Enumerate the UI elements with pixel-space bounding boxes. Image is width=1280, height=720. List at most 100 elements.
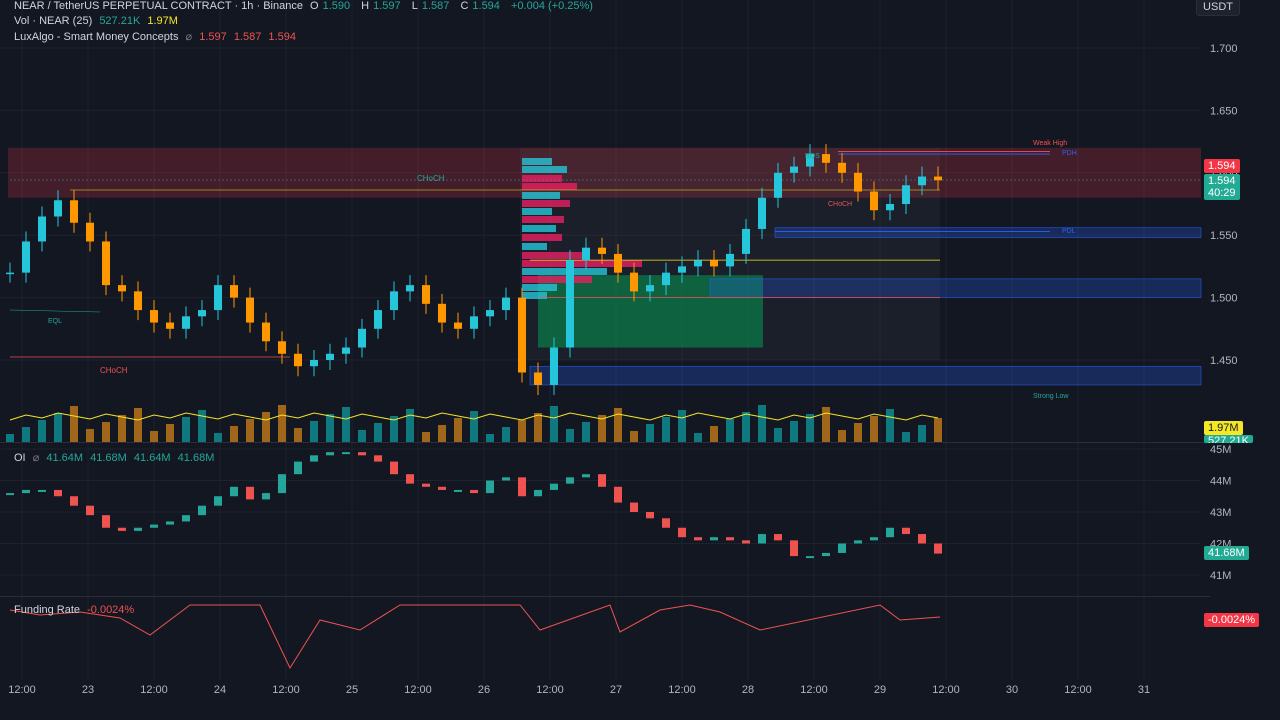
price-change: +0.004 (+0.25%) (510, 0, 593, 12)
volume-bar (326, 414, 334, 442)
candle-body (118, 285, 126, 292)
currency-button[interactable]: USDT (1196, 0, 1240, 16)
oi-candle (246, 486, 254, 500)
eql-line (9, 309, 101, 313)
volume-bar (566, 429, 574, 442)
oi-candle (310, 455, 318, 462)
oi-tick-label: 44M (1210, 476, 1231, 488)
volume-bar (902, 432, 910, 442)
oi-candle (918, 534, 926, 544)
volume-bar (486, 434, 494, 442)
oi-value-4: 41.68M (177, 452, 215, 464)
funding-title: Funding Rate (14, 604, 81, 616)
volume-bar (278, 405, 286, 442)
candle-body (278, 341, 286, 354)
candle-body (422, 285, 430, 304)
volume-legend[interactable]: Vol · NEAR (25) 527.21K 1.97M (14, 15, 182, 27)
ohlc-low: L 1.587 (411, 0, 450, 12)
choch-label-3: CHoCH (828, 201, 853, 208)
time-tick-label: 12:00 (668, 684, 696, 696)
time-tick-label: 12:00 (932, 684, 960, 696)
time-tick-label: 29 (874, 684, 886, 696)
oi-candle (390, 461, 398, 475)
time-tick-label: 12:00 (8, 684, 36, 696)
candle-body (438, 303, 446, 323)
volume-bar (470, 411, 478, 442)
candle-body (150, 310, 158, 323)
oi-candle (902, 527, 910, 535)
eql-label: EQL (48, 318, 63, 325)
order-block-mid (774, 227, 1202, 238)
eye-off-icon[interactable]: ⌀ (185, 31, 193, 43)
oi-candle (694, 537, 702, 541)
oi-candle (262, 493, 270, 500)
volume-bar (614, 408, 622, 442)
volume-bar (934, 418, 942, 442)
pdl-label: PDL (1062, 228, 1076, 235)
volume-bar (182, 417, 190, 442)
candle-body (694, 260, 702, 267)
volume-bar (214, 433, 222, 442)
volume-bar (758, 405, 766, 442)
volume-bar (742, 412, 750, 442)
price-tick-label: 1.550 (1210, 230, 1238, 242)
candle-body (70, 200, 78, 223)
volume-bar (582, 422, 590, 442)
oi-candle (534, 489, 542, 497)
volume-bar (518, 420, 526, 442)
candle-body (886, 204, 894, 211)
time-tick-label: 28 (742, 684, 754, 696)
discount-zone (529, 365, 1202, 386)
premium-zone (8, 147, 1201, 198)
funding-value: -0.0024% (87, 604, 135, 616)
candle-body (38, 216, 46, 242)
volume-bar (838, 430, 846, 442)
oi-legend[interactable]: OI ⌀ 41.64M 41.68M 41.64M 41.68M (14, 451, 218, 464)
volume-bar (262, 412, 270, 442)
candle-body (838, 162, 846, 173)
candle-body (214, 285, 222, 311)
funding-legend[interactable]: Funding Rate -0.0024% (14, 604, 138, 616)
candle-body (310, 360, 318, 367)
oi-candle (166, 521, 174, 525)
oi-candle (710, 537, 718, 541)
candle-body (182, 316, 190, 329)
candle-body (710, 260, 718, 267)
volume-bar (198, 410, 206, 442)
volume-profile-bar (522, 183, 577, 190)
oi-candle (566, 477, 574, 484)
oi-candle (550, 483, 558, 490)
ohlc-high: H 1.597 (361, 0, 401, 12)
oi-candle (470, 489, 478, 494)
volume-profile-bar (522, 243, 547, 250)
candle-body (470, 316, 478, 329)
candle-body (6, 272, 14, 275)
symbol-legend[interactable]: NEAR / TetherUS PERPETUAL CONTRACT · 1h … (14, 0, 597, 12)
candle-body (166, 322, 174, 329)
smc-legend[interactable]: LuxAlgo - Smart Money Concepts ⌀ 1.597 1… (14, 30, 300, 43)
oi-candle (854, 540, 862, 544)
time-tick-label: 30 (1006, 684, 1018, 696)
time-tick-label: 12:00 (272, 684, 300, 696)
volume-bar (854, 423, 862, 442)
pdh-label: PDH (1062, 150, 1077, 157)
volume-bar (438, 425, 446, 442)
volume-bar (6, 434, 14, 442)
candle-body (518, 297, 526, 373)
pane-separator-2[interactable] (0, 596, 1210, 597)
candle-body (582, 247, 590, 261)
volume-bar (246, 419, 254, 442)
volume-bar (230, 426, 238, 442)
eye-off-icon[interactable]: ⌀ (32, 452, 40, 464)
pane-separator-1[interactable] (0, 442, 1210, 443)
oi-tick-label: 43M (1210, 507, 1231, 519)
volume-bar (38, 420, 46, 442)
volume-ma-label: 1.97M (1204, 421, 1243, 435)
oi-candle (22, 489, 30, 494)
oi-candle (102, 515, 110, 528)
bos-label: BOS (805, 153, 820, 160)
funding-line (9, 604, 941, 670)
smc-value-2: 1.587 (233, 31, 262, 43)
